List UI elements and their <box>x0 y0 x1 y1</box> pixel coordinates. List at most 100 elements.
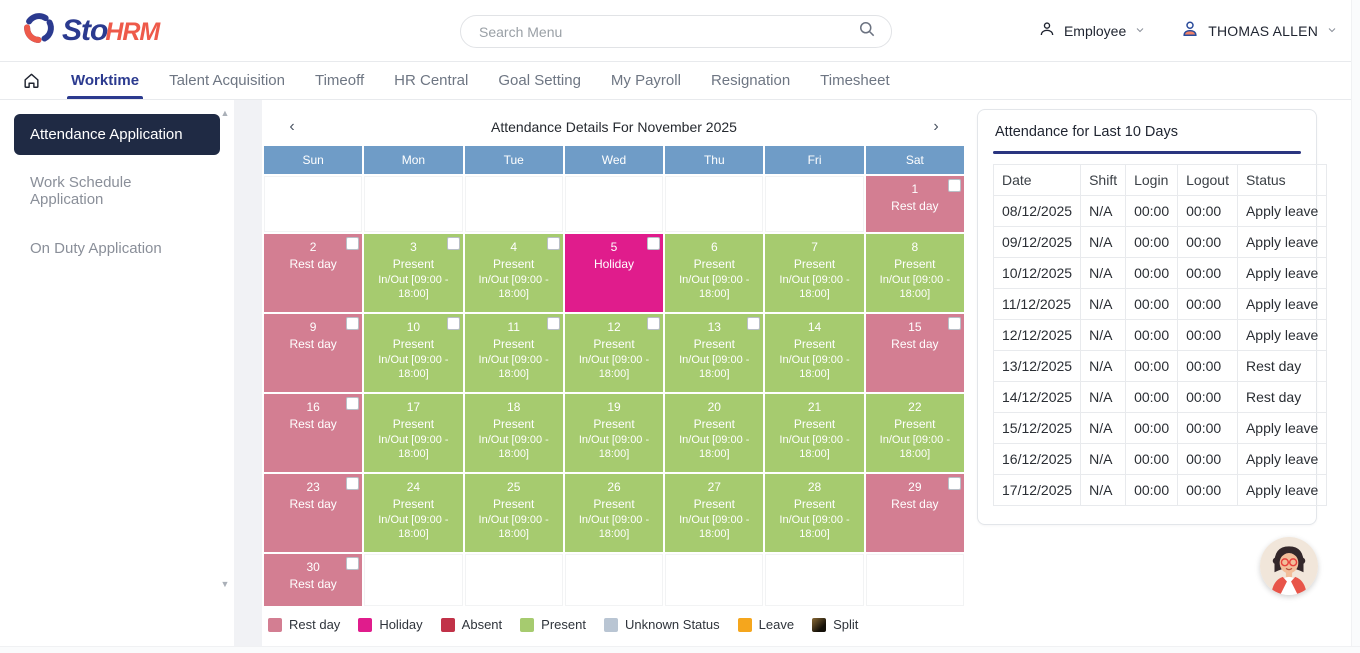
legend-item-split: Split <box>812 617 858 632</box>
table-row: 10/12/2025 N/A 00:00 00:00 Apply leave <box>992 257 1328 289</box>
day-select-checkbox[interactable] <box>947 317 961 330</box>
day-number: 27 <box>707 480 721 494</box>
column-header-date: Date <box>992 164 1082 196</box>
calendar-day-cell-7[interactable]: 7 Present In/Out [09:00 - 18:00] <box>765 234 864 312</box>
calendar-day-cell-14[interactable]: 14 Present In/Out [09:00 - 18:00] <box>765 314 864 392</box>
calendar-day-cell-23[interactable]: 23 Rest day <box>264 474 363 552</box>
calendar-day-cell-21[interactable]: 21 Present In/Out [09:00 - 18:00] <box>765 394 864 472</box>
day-inout-detail: In/Out [09:00 - 18:00] <box>378 434 449 460</box>
calendar-day-cell-30[interactable]: 30 Rest day <box>264 554 363 606</box>
day-select-checkbox[interactable] <box>346 477 360 490</box>
calendar-day-cell-5[interactable]: 5 Holiday <box>564 234 664 312</box>
legend-swatch-split <box>812 617 827 632</box>
day-inout-detail: In/Out [09:00 - 18:00] <box>478 354 549 380</box>
calendar-day-cell-19[interactable]: 19 Present In/Out [09:00 - 18:00] <box>564 394 664 472</box>
calendar-day-cell-25[interactable]: 25 Present In/Out [09:00 - 18:00] <box>464 474 563 552</box>
search-menu-bar[interactable] <box>460 15 892 48</box>
day-select-checkbox[interactable] <box>346 317 360 330</box>
cell-login: 00:00 <box>1125 412 1179 444</box>
calendar-empty-cell <box>364 554 463 606</box>
user-dropdown[interactable]: THOMAS ALLEN <box>1180 19 1338 42</box>
nav-tab-worktime[interactable]: Worktime <box>66 62 144 99</box>
calendar-day-cell-4[interactable]: 4 Present In/Out [09:00 - 18:00] <box>464 234 563 312</box>
day-select-checkbox[interactable] <box>947 179 961 192</box>
day-select-checkbox[interactable] <box>346 237 360 250</box>
home-icon[interactable] <box>22 62 41 99</box>
nav-tab-timeoff[interactable]: Timeoff <box>314 72 365 89</box>
sidebar-scroll-up-icon[interactable]: ▲ <box>220 108 230 118</box>
calendar-day-cell-12[interactable]: 12 Present In/Out [09:00 - 18:00] <box>564 314 664 392</box>
cell-date: 09/12/2025 <box>992 226 1082 258</box>
day-status: Rest day <box>891 199 939 213</box>
calendar-prev-month-button[interactable]: ‹ <box>289 118 295 135</box>
calendar-day-cell-16[interactable]: 16 Rest day <box>264 394 363 472</box>
search-icon[interactable] <box>857 19 877 44</box>
legend-label: Leave <box>758 617 795 632</box>
calendar-day-cell-6[interactable]: 6 Present In/Out [09:00 - 18:00] <box>665 234 764 312</box>
day-number: 11 <box>507 320 520 334</box>
sidebar-item-on-duty-application[interactable]: On Duty Application <box>30 240 162 257</box>
calendar-day-cell-1[interactable]: 1 Rest day <box>865 176 964 232</box>
cell-logout: 00:00 <box>1177 474 1238 506</box>
day-number: 18 <box>507 400 521 414</box>
sidebar-scroll-down-icon[interactable]: ▼ <box>220 579 230 589</box>
brand-logo[interactable]: StoHRM <box>22 11 160 50</box>
day-status: Present <box>593 337 635 351</box>
calendar-day-cell-8[interactable]: 8 Present In/Out [09:00 - 18:00] <box>865 234 964 312</box>
calendar-day-cell-10[interactable]: 10 Present In/Out [09:00 - 18:00] <box>364 314 463 392</box>
calendar-day-cell-2[interactable]: 2 Rest day <box>264 234 363 312</box>
calendar-day-cell-11[interactable]: 11 Present In/Out [09:00 - 18:00] <box>464 314 563 392</box>
sidebar-item-work-schedule-application[interactable]: Work Schedule Application <box>30 174 132 208</box>
day-select-checkbox[interactable] <box>947 477 961 490</box>
day-select-checkbox[interactable] <box>346 557 360 570</box>
nav-tab-resignation[interactable]: Resignation <box>710 72 791 89</box>
day-status: Present <box>693 337 735 351</box>
calendar-day-cell-24[interactable]: 24 Present In/Out [09:00 - 18:00] <box>364 474 463 552</box>
calendar-day-cell-13[interactable]: 13 Present In/Out [09:00 - 18:00] <box>665 314 764 392</box>
day-select-checkbox[interactable] <box>446 317 460 330</box>
nav-tab-goal-setting[interactable]: Goal Setting <box>498 72 581 89</box>
cell-login: 00:00 <box>1125 257 1179 289</box>
calendar-day-cell-9[interactable]: 9 Rest day <box>264 314 363 392</box>
legend-label: Holiday <box>379 617 423 632</box>
day-inout-detail: In/Out [09:00 - 18:00] <box>578 434 650 460</box>
nav-tab-timesheet[interactable]: Timesheet <box>820 72 890 89</box>
day-select-checkbox[interactable] <box>647 237 661 250</box>
nav-tab-my-payroll[interactable]: My Payroll <box>610 72 681 89</box>
search-input[interactable] <box>479 23 857 40</box>
nav-tab-talent-acquisition[interactable]: Talent Acquisition <box>169 72 285 89</box>
calendar-day-cell-17[interactable]: 17 Present In/Out [09:00 - 18:00] <box>364 394 463 472</box>
calendar-day-cell-28[interactable]: 28 Present In/Out [09:00 - 18:00] <box>765 474 864 552</box>
day-select-checkbox[interactable] <box>647 317 661 330</box>
calendar-title: Attendance Details For November 2025 <box>491 119 737 135</box>
calendar-day-cell-20[interactable]: 20 Present In/Out [09:00 - 18:00] <box>665 394 764 472</box>
page-vertical-scrollbar[interactable] <box>1351 0 1360 653</box>
calendar-day-cell-29[interactable]: 29 Rest day <box>865 474 964 552</box>
calendar-day-cell-3[interactable]: 3 Present In/Out [09:00 - 18:00] <box>364 234 463 312</box>
calendar-week-row: 9 Rest day 10 Present In/Out [09:00 - 18:00]… <box>264 314 964 392</box>
day-select-checkbox[interactable] <box>747 317 761 330</box>
page-horizontal-scrollbar[interactable] <box>0 646 1360 653</box>
cell-status: Rest day <box>1236 381 1328 413</box>
calendar-day-cell-26[interactable]: 26 Present In/Out [09:00 - 18:00] <box>564 474 664 552</box>
legend-swatch-rest-day <box>268 617 282 632</box>
calendar-day-cell-27[interactable]: 27 Present In/Out [09:00 - 18:00] <box>665 474 764 552</box>
column-header-status: Status <box>1236 164 1328 196</box>
sidebar-item-attendance-application[interactable]: Attendance Application <box>14 114 220 155</box>
calendar-day-cell-15[interactable]: 15 Rest day <box>865 314 964 392</box>
assistant-avatar[interactable] <box>1260 537 1318 595</box>
cell-status: Apply leave <box>1236 226 1328 258</box>
day-select-checkbox[interactable] <box>346 397 360 410</box>
calendar-next-month-button[interactable]: › <box>933 118 939 135</box>
calendar-day-cell-22[interactable]: 22 Present In/Out [09:00 - 18:00] <box>865 394 964 472</box>
nav-tab-hr-central[interactable]: HR Central <box>394 72 469 89</box>
calendar-day-cell-18[interactable]: 18 Present In/Out [09:00 - 18:00] <box>464 394 563 472</box>
cell-shift: N/A <box>1080 381 1127 413</box>
day-inout-detail: In/Out [09:00 - 18:00] <box>478 274 549 300</box>
legend-swatch-holiday <box>358 617 373 632</box>
cell-shift: N/A <box>1080 226 1127 258</box>
day-select-checkbox[interactable] <box>546 317 560 330</box>
day-select-checkbox[interactable] <box>546 237 560 250</box>
day-select-checkbox[interactable] <box>446 237 460 250</box>
role-dropdown[interactable]: Employee <box>1038 20 1146 41</box>
